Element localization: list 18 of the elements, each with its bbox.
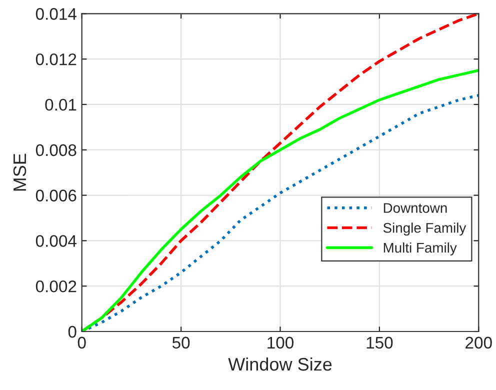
legend-label: Multi Family [384,242,457,256]
x-tick-label: 150 [366,336,393,349]
x-axis-title: Window Size [228,357,332,371]
y-tick-label: 0.006 [36,190,76,202]
y-tick-label: 0.014 [36,8,76,20]
x-tick-label: 50 [172,336,190,349]
x-tick-label: 200 [466,336,492,349]
x-tick-label: 0 [78,336,86,349]
legend-label: Single Family [383,222,466,236]
y-tick-label: 0.01 [45,98,76,111]
y-tick-label: 0.002 [36,280,76,292]
y-tick-label: 0.012 [36,53,76,66]
y-tick-label: 0 [68,326,76,338]
legend-label: Downtown [384,203,447,213]
y-tick-label: 0.008 [36,144,76,156]
x-tick-label: 100 [268,336,294,349]
y-axis-title: MSE [13,154,26,191]
y-tick-label: 0.004 [36,235,76,247]
